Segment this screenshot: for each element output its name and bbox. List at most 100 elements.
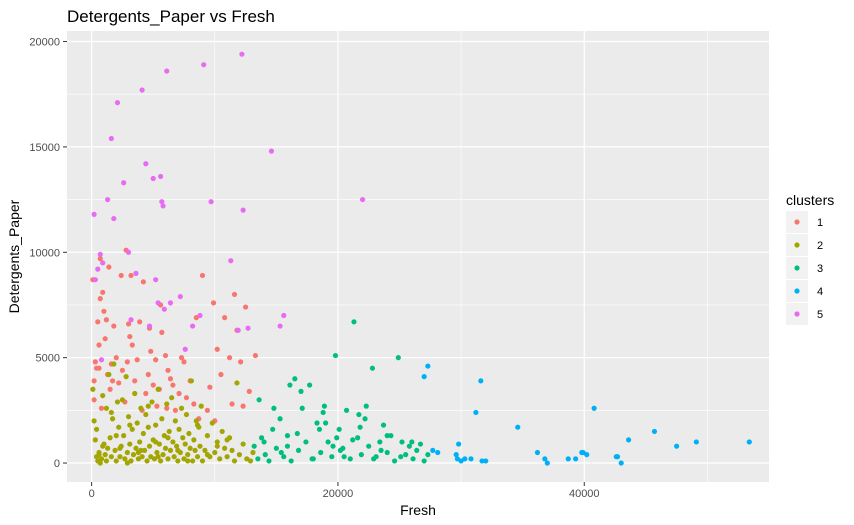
data-point-cluster-5 [133, 270, 139, 276]
data-point-cluster-1 [91, 397, 97, 403]
data-point-cluster-2 [132, 390, 138, 397]
data-point-cluster-1 [109, 378, 116, 384]
data-point-cluster-4 [573, 456, 579, 462]
data-point-cluster-3 [323, 420, 329, 426]
data-point-cluster-3 [425, 452, 431, 458]
data-point-cluster-2 [141, 447, 148, 453]
data-point-cluster-1 [97, 296, 103, 302]
data-point-cluster-2 [129, 426, 135, 432]
data-point-cluster-2 [91, 418, 97, 424]
data-point-cluster-2 [224, 437, 230, 443]
data-point-cluster-2 [166, 428, 172, 435]
data-point-cluster-2 [250, 449, 256, 456]
data-point-cluster-1 [101, 308, 107, 314]
data-point-cluster-5 [197, 312, 203, 319]
data-point-cluster-2 [146, 443, 153, 449]
data-point-cluster-3 [292, 376, 298, 382]
data-point-cluster-2 [159, 416, 165, 422]
data-point-cluster-2 [222, 445, 228, 451]
data-point-cluster-2 [186, 430, 192, 437]
data-points [90, 51, 752, 466]
data-point-cluster-2 [178, 405, 185, 411]
data-point-cluster-1 [124, 359, 130, 365]
data-point-cluster-5 [91, 211, 97, 217]
data-point-cluster-2 [229, 447, 235, 453]
data-point-cluster-3 [271, 405, 277, 411]
data-point-cluster-4 [515, 424, 521, 430]
data-point-cluster-1 [226, 355, 233, 361]
y-axis-title: Detergents_Paper [6, 199, 22, 313]
data-point-cluster-1 [134, 357, 140, 363]
data-point-cluster-1 [132, 378, 138, 384]
data-point-cluster-2 [162, 445, 169, 451]
data-point-cluster-3 [329, 454, 335, 460]
data-point-cluster-3 [251, 443, 257, 449]
data-point-cluster-4 [613, 454, 619, 460]
data-point-cluster-2 [197, 443, 203, 449]
grid-major [67, 31, 769, 482]
data-point-cluster-2 [224, 454, 230, 460]
data-point-cluster-3 [380, 422, 387, 428]
data-point-cluster-3 [261, 439, 267, 445]
data-point-cluster-5 [245, 325, 251, 331]
data-point-cluster-3 [363, 403, 369, 409]
data-point-cluster-2 [217, 456, 223, 462]
legend-title: clusters [786, 192, 834, 208]
legend-key-3 [794, 265, 800, 271]
data-point-cluster-2 [153, 422, 159, 428]
data-point-cluster-2 [154, 449, 160, 456]
data-point-cluster-2 [174, 443, 180, 449]
data-point-cluster-3 [384, 449, 390, 456]
data-point-cluster-2 [182, 441, 188, 447]
data-point-cluster-1 [129, 342, 135, 348]
data-point-cluster-2 [123, 374, 129, 380]
data-point-cluster-4 [478, 378, 484, 384]
data-point-cluster-4 [534, 449, 541, 456]
data-point-cluster-1 [172, 407, 178, 413]
data-point-cluster-3 [330, 443, 336, 449]
data-point-cluster-1 [111, 323, 117, 329]
data-point-cluster-4 [626, 437, 632, 443]
data-point-cluster-5 [161, 306, 167, 312]
data-point-cluster-3 [309, 456, 315, 462]
data-point-cluster-2 [219, 428, 225, 435]
data-point-cluster-3 [318, 449, 324, 456]
data-point-cluster-3 [336, 426, 342, 432]
data-point-cluster-2 [143, 411, 149, 418]
data-point-cluster-3 [398, 454, 404, 460]
data-point-cluster-1 [164, 405, 170, 411]
data-point-cluster-3 [414, 447, 420, 453]
x-axis: 0 20000 40000 [89, 482, 600, 500]
data-point-cluster-2 [114, 399, 121, 405]
data-point-cluster-1 [252, 352, 259, 359]
data-point-cluster-3 [366, 443, 372, 449]
data-point-cluster-2 [145, 424, 151, 430]
data-point-cluster-2 [176, 426, 182, 432]
data-point-cluster-2 [170, 439, 176, 445]
data-point-cluster-2 [100, 392, 106, 399]
data-point-cluster-3 [256, 397, 262, 403]
data-point-cluster-2 [171, 454, 177, 460]
data-point-cluster-5 [268, 148, 275, 154]
data-point-cluster-2 [160, 452, 166, 458]
legend-items: 1 2 3 4 5 [786, 211, 823, 325]
data-point-cluster-3 [395, 355, 401, 361]
data-point-cluster-1 [210, 300, 217, 306]
data-point-cluster-2 [214, 439, 220, 445]
data-point-cluster-4 [693, 439, 699, 445]
data-point-cluster-1 [103, 317, 110, 323]
data-point-cluster-2 [192, 447, 198, 453]
data-point-cluster-1 [143, 390, 149, 397]
grid-minor [67, 31, 769, 482]
data-point-cluster-2 [103, 458, 110, 464]
data-point-cluster-2 [117, 445, 123, 451]
data-point-cluster-3 [281, 454, 287, 460]
data-point-cluster-2 [116, 424, 122, 430]
data-point-cluster-5 [235, 327, 241, 333]
data-point-cluster-2 [97, 460, 103, 466]
data-point-cluster-5 [182, 346, 188, 352]
legend-key-2 [794, 242, 800, 248]
data-point-cluster-1 [199, 272, 206, 279]
data-point-cluster-1 [102, 336, 108, 342]
data-point-cluster-1 [238, 359, 244, 365]
